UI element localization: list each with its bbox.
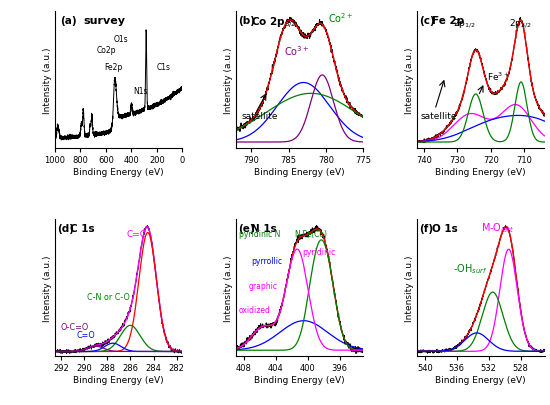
Y-axis label: Intensity (a.u.): Intensity (a.u.) xyxy=(43,47,52,114)
Text: Fe 2p: Fe 2p xyxy=(432,16,465,26)
Text: O-C=O: O-C=O xyxy=(60,322,89,331)
Text: Co$^{3+}$: Co$^{3+}$ xyxy=(284,44,310,58)
Text: (e): (e) xyxy=(239,224,255,234)
Text: -OH$_{surf}$: -OH$_{surf}$ xyxy=(453,262,487,275)
Text: 2p$_{3/2}$: 2p$_{3/2}$ xyxy=(509,17,532,30)
Text: C 1s: C 1s xyxy=(70,224,95,234)
X-axis label: Binding Energy (eV): Binding Energy (eV) xyxy=(436,167,526,177)
X-axis label: Binding Energy (eV): Binding Energy (eV) xyxy=(255,375,345,384)
Text: pyridinic N: pyridinic N xyxy=(239,229,280,238)
Text: pyrrollic: pyrrollic xyxy=(251,256,283,266)
Text: C=C: C=C xyxy=(126,229,146,238)
Text: N-Fe(Co): N-Fe(Co) xyxy=(295,229,328,238)
Text: satellite: satellite xyxy=(241,112,278,121)
Text: Co2p: Co2p xyxy=(97,46,117,55)
Text: Co$^{2+}$: Co$^{2+}$ xyxy=(328,11,353,25)
Text: C-N or C-O: C-N or C-O xyxy=(87,292,130,301)
Text: 2p$_{1/2}$: 2p$_{1/2}$ xyxy=(453,17,476,30)
Text: oxidized: oxidized xyxy=(239,306,271,315)
Text: C1s: C1s xyxy=(157,62,171,72)
Text: Fe$^{3+}$: Fe$^{3+}$ xyxy=(487,70,510,83)
Text: (b): (b) xyxy=(239,16,256,26)
Y-axis label: Intensity (a.u.): Intensity (a.u.) xyxy=(405,255,414,321)
Text: M-O$_{latt}$: M-O$_{latt}$ xyxy=(481,221,514,234)
Text: N1s: N1s xyxy=(133,87,147,96)
Text: (a): (a) xyxy=(60,16,76,26)
Text: O 1s: O 1s xyxy=(432,224,458,234)
X-axis label: Binding Energy (eV): Binding Energy (eV) xyxy=(255,167,345,177)
Y-axis label: Intensity (a.u.): Intensity (a.u.) xyxy=(224,47,233,114)
X-axis label: Binding Energy (eV): Binding Energy (eV) xyxy=(436,375,526,384)
Text: O1s: O1s xyxy=(114,35,128,44)
X-axis label: Binding Energy (eV): Binding Energy (eV) xyxy=(73,375,164,384)
Text: survey: survey xyxy=(83,16,125,26)
Text: pyridinic: pyridinic xyxy=(302,247,336,256)
Text: graphic: graphic xyxy=(249,281,278,290)
Y-axis label: Intensity (a.u.): Intensity (a.u.) xyxy=(405,47,414,114)
Text: (f): (f) xyxy=(420,224,434,234)
Text: Fe2p: Fe2p xyxy=(104,62,123,72)
Text: N 1s: N 1s xyxy=(251,224,277,234)
Text: satellite: satellite xyxy=(421,112,458,121)
Text: (c): (c) xyxy=(420,16,436,26)
Y-axis label: Intensity (a.u.): Intensity (a.u.) xyxy=(224,255,233,321)
X-axis label: Binding Energy (eV): Binding Energy (eV) xyxy=(73,167,164,177)
Text: (d): (d) xyxy=(58,224,75,234)
Text: C=O: C=O xyxy=(76,330,95,339)
Y-axis label: Intensity (a.u.): Intensity (a.u.) xyxy=(43,255,52,321)
Text: Co 2p$_{3/2}$: Co 2p$_{3/2}$ xyxy=(251,16,297,31)
